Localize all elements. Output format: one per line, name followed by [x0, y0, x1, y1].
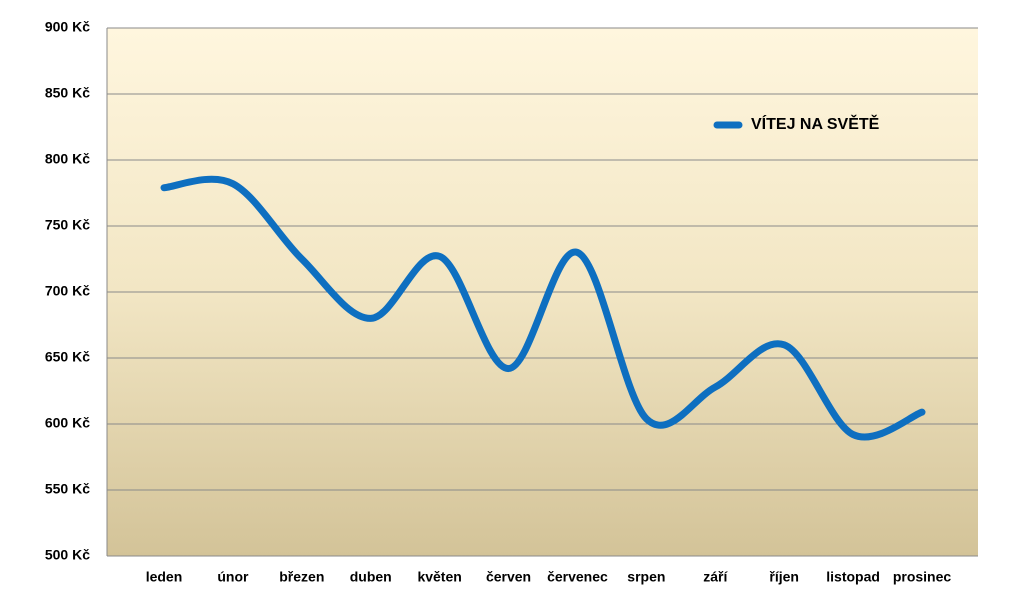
y-tick-label: 900 Kč: [45, 19, 90, 35]
x-tick-label: červen: [486, 569, 531, 585]
y-tick-label: 650 Kč: [45, 349, 90, 365]
y-tick-label: 700 Kč: [45, 283, 90, 299]
x-tick-label: září: [703, 569, 728, 585]
x-tick-label: leden: [146, 569, 183, 585]
legend-label: VÍTEJ NA SVĚTĚ: [751, 114, 880, 133]
x-tick-label: únor: [217, 569, 249, 585]
x-tick-label: duben: [350, 569, 392, 585]
y-tick-label: 500 Kč: [45, 547, 90, 563]
y-tick-label: 800 Kč: [45, 151, 90, 167]
y-tick-label: 750 Kč: [45, 217, 90, 233]
x-tick-label: květen: [417, 569, 461, 585]
x-tick-label: říjen: [769, 569, 799, 585]
x-tick-label: srpen: [627, 569, 665, 585]
series-line: [160, 175, 926, 441]
y-tick-label: 600 Kč: [45, 415, 90, 431]
x-tick-label: červenec: [547, 569, 608, 585]
y-tick-label: 850 Kč: [45, 85, 90, 101]
y-tick-label: 550 Kč: [45, 481, 90, 497]
x-tick-label: prosinec: [893, 569, 952, 585]
x-tick-label: listopad: [826, 569, 880, 585]
x-tick-label: březen: [279, 569, 324, 585]
